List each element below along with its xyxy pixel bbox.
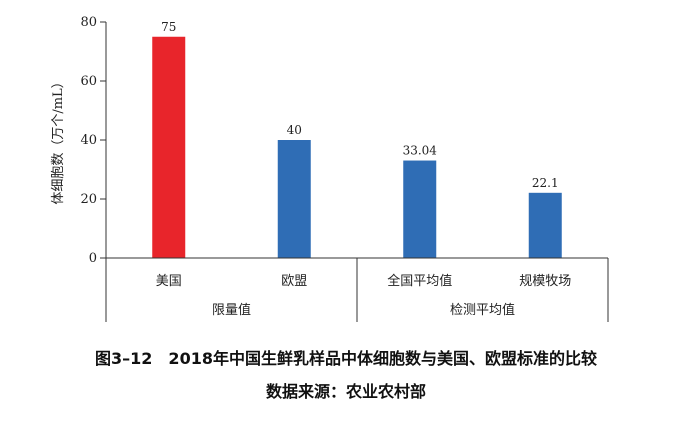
y-tick-label: 60 [80,74,97,89]
y-axis-label: 体细胞数（万个/mL） [51,75,66,204]
bar-value-label: 40 [287,123,302,137]
x-tick-label: 欧盟 [281,274,307,289]
bar-value-label: 22.1 [532,176,559,190]
x-tick-label: 全国平均值 [387,273,452,289]
bar [403,160,437,258]
bar [152,36,186,258]
bar-chart: 0 20 40 60 80 75 40 33.04 22.1 美国 欧盟 全国平均值 规模牧场限量值… [51,15,609,322]
y-tick-label: 0 [89,251,97,266]
y-tick-label: 20 [80,192,97,207]
bar [277,140,311,258]
x-tick-label: 规模牧场 [519,274,571,289]
bar [528,192,562,258]
data-source: 数据来源：农业农村部 [265,382,426,401]
group-label: 检测平均值 [450,302,515,318]
y-tick-label: 80 [80,15,97,30]
bars: 75 40 33.04 22.1 [152,20,562,258]
bar-value-label: 33.04 [403,144,438,158]
group-label: 限量值 [212,302,251,318]
bar-value-label: 75 [161,20,176,34]
y-axis: 0 20 40 60 80 [80,15,107,266]
figure-caption: 图3–12 2018年中国生鲜乳样品中体细胞数与美国、欧盟标准的比较 [95,349,597,368]
y-tick-label: 40 [80,133,97,148]
x-tick-label: 美国 [156,274,182,289]
